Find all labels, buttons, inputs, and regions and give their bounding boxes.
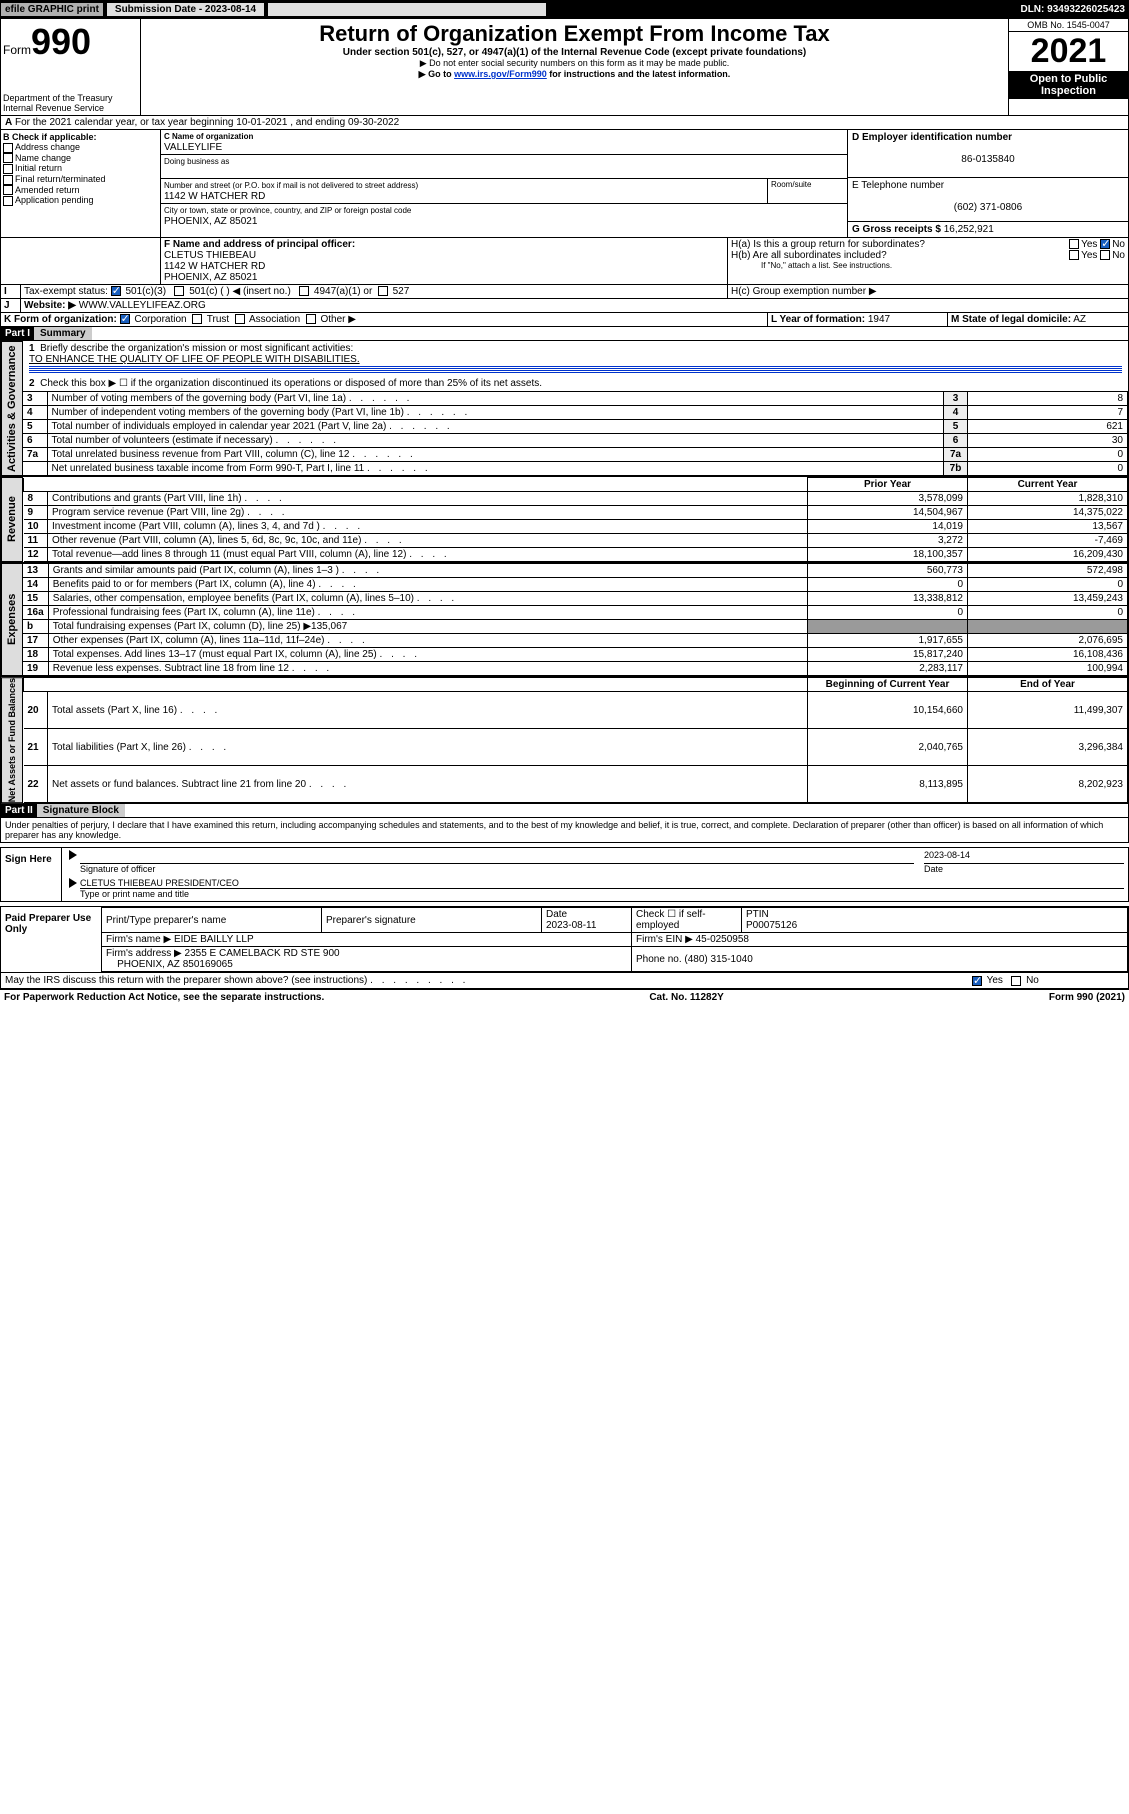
org-city: PHOENIX, AZ 85021 (164, 216, 257, 227)
form-number: Form990 (3, 21, 138, 63)
ein: 86-0135840 (852, 154, 1124, 165)
revenue-table: Prior YearCurrent Year 8 Contributions a… (23, 477, 1128, 562)
form-header: Form990 Department of the Treasury Inter… (0, 18, 1129, 116)
arrow-icon (69, 850, 77, 860)
part-i-header: Part I (1, 327, 34, 340)
website: WWW.VALLEYLIFEAZ.ORG (79, 300, 206, 311)
form-subtitle: Under section 501(c), 527, or 4947(a)(1)… (147, 47, 1002, 58)
period-row: A For the 2021 calendar year, or tax yea… (0, 116, 1129, 130)
tab-netassets: Net Assets or Fund Balances (1, 677, 23, 803)
form-title: Return of Organization Exempt From Incom… (147, 21, 1002, 47)
dept-label: Department of the Treasury Internal Reve… (3, 93, 138, 113)
note-goto: ▶ Go to www.irs.gov/Form990 for instruct… (147, 69, 1002, 80)
netassets-table: Beginning of Current YearEnd of Year 20 … (23, 677, 1128, 803)
tab-expenses: Expenses (1, 563, 23, 676)
penalties-text: Under penalties of perjury, I declare th… (0, 818, 1129, 843)
open-inspection: Open to Public Inspection (1009, 71, 1128, 99)
governance-table: 3 Number of voting members of the govern… (23, 391, 1128, 476)
blank-button[interactable] (267, 2, 547, 17)
tax-year: 2021 (1009, 32, 1128, 71)
identity-block: B Check if applicable: Address change Na… (0, 130, 1129, 238)
efile-label[interactable]: efile GRAPHIC print (0, 2, 104, 17)
omb-number: OMB No. 1545-0047 (1009, 19, 1128, 32)
paid-preparer-block: Paid Preparer Use Only Print/Type prepar… (0, 906, 1129, 973)
dln-label: DLN: 93493226025423 (1020, 4, 1125, 15)
org-address: 1142 W HATCHER RD (164, 191, 265, 202)
gross-receipts: 16,252,921 (944, 224, 994, 235)
topbar: efile GRAPHIC print Submission Date - 20… (0, 0, 1129, 18)
sign-here-block: Sign Here Signature of officer 2023-08-1… (0, 847, 1129, 902)
tab-revenue: Revenue (1, 477, 23, 562)
expenses-table: 13 Grants and similar amounts paid (Part… (23, 563, 1128, 676)
arrow-icon (69, 878, 77, 888)
tab-governance: Activities & Governance (1, 341, 23, 476)
submission-date-button[interactable]: Submission Date - 2023-08-14 (106, 2, 265, 17)
note-ssn: ▶ Do not enter social security numbers o… (147, 58, 1002, 69)
footer: For Paperwork Reduction Act Notice, see … (0, 989, 1129, 1005)
part-ii-header: Part II (1, 804, 37, 817)
officer-block: F Name and address of principal officer:… (0, 238, 1129, 285)
mission: TO ENHANCE THE QUALITY OF LIFE OF PEOPLE… (29, 354, 360, 365)
phone: (602) 371-0806 (852, 202, 1124, 213)
irs-link[interactable]: www.irs.gov/Form990 (454, 69, 547, 79)
org-name: VALLEYLIFE (164, 142, 222, 153)
section-b: B Check if applicable: Address change Na… (1, 130, 161, 237)
